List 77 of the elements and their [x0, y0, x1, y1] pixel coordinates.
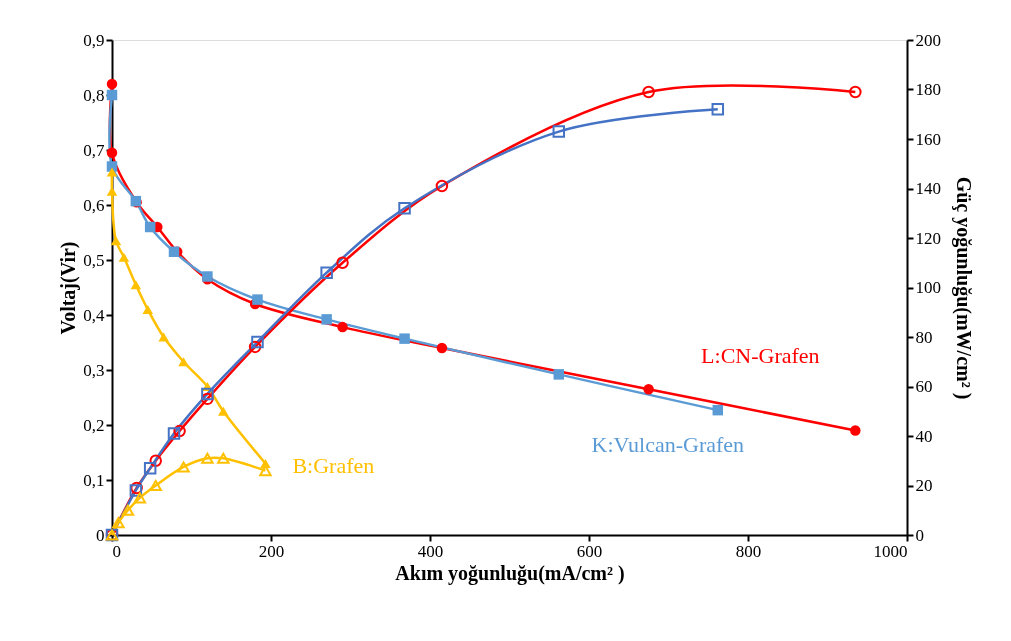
- series-label: L:CN-Grafen: [701, 342, 820, 368]
- point: [106, 147, 118, 158]
- point: [643, 384, 654, 395]
- y-tick-label: 0: [96, 525, 105, 545]
- point: [201, 392, 214, 406]
- point: [712, 404, 724, 416]
- y2-tick-label: 0: [915, 525, 924, 545]
- y2-axis-title: Güç yoğunluğu(mW/cm² ): [952, 176, 975, 400]
- point: [711, 103, 725, 116]
- point: [201, 387, 214, 401]
- point: [143, 461, 157, 475]
- point: [142, 304, 154, 315]
- y-tick-label: 0,8: [83, 85, 105, 105]
- point: [248, 340, 262, 354]
- y2-tick-label: 180: [915, 80, 941, 99]
- x-tick-label: 400: [417, 541, 444, 561]
- point: [106, 78, 118, 90]
- point: [336, 256, 349, 269]
- y-tick-label: 0,1: [83, 470, 105, 490]
- point: [320, 266, 333, 279]
- point: [144, 221, 156, 233]
- y-tick-label: 0,5: [83, 250, 105, 270]
- y-axis-title: Voltaj(Vir): [57, 241, 81, 335]
- point: [178, 357, 189, 367]
- series-label: K:Vulcan-Grafen: [591, 432, 745, 458]
- x-tick-label: 200: [258, 541, 285, 561]
- y-tick-label: 0,2: [83, 415, 105, 435]
- y2-tick-label: 200: [915, 30, 941, 50]
- point: [118, 252, 130, 262]
- point: [252, 294, 263, 305]
- y2-tick-label: 140: [915, 179, 941, 198]
- point: [849, 85, 862, 99]
- x-tick-label: 0: [112, 541, 121, 561]
- point: [149, 454, 162, 467]
- x-tick-label: 800: [735, 541, 762, 561]
- point: [121, 504, 135, 516]
- y2-tick-label: 40: [915, 426, 933, 446]
- y2-tick-label: 160: [915, 129, 941, 149]
- point: [106, 167, 118, 177]
- point: [398, 202, 411, 215]
- x-tick-label: 600: [576, 541, 603, 561]
- y2-tick-label: 100: [915, 278, 941, 297]
- y2-tick-label: 80: [915, 327, 933, 347]
- y-tick-label: 0,9: [83, 30, 105, 50]
- y2-tick-label: 120: [915, 228, 941, 248]
- y2-tick-label: 60: [915, 377, 933, 396]
- point: [167, 427, 181, 440]
- point: [149, 479, 162, 492]
- y2-tick-label: 20: [915, 476, 933, 495]
- y-tick-label: 0,7: [83, 140, 105, 160]
- point: [173, 424, 186, 438]
- point: [436, 342, 448, 354]
- point: [850, 425, 861, 436]
- point: [201, 452, 214, 464]
- point: [337, 321, 348, 333]
- point: [110, 236, 122, 246]
- series-label: B:Grafen: [292, 452, 375, 478]
- y-tick-label: 0,6: [83, 195, 105, 215]
- point: [218, 406, 229, 416]
- point: [321, 314, 332, 325]
- point: [217, 452, 230, 464]
- point: [106, 89, 118, 101]
- point: [399, 333, 410, 344]
- point: [112, 517, 125, 529]
- point: [552, 125, 566, 138]
- point: [177, 461, 190, 473]
- x-axis-title: Akım yoğunluğu(mA/cm² ): [395, 561, 625, 585]
- point: [553, 369, 565, 380]
- point: [642, 85, 655, 99]
- point: [435, 179, 449, 193]
- y-tick-label: 0,4: [83, 305, 105, 325]
- point: [158, 332, 169, 342]
- point: [133, 492, 147, 504]
- x-tick-label: 1000: [873, 541, 908, 561]
- y-tick-label: 0,3: [83, 360, 105, 380]
- point: [251, 335, 264, 349]
- point: [130, 280, 142, 290]
